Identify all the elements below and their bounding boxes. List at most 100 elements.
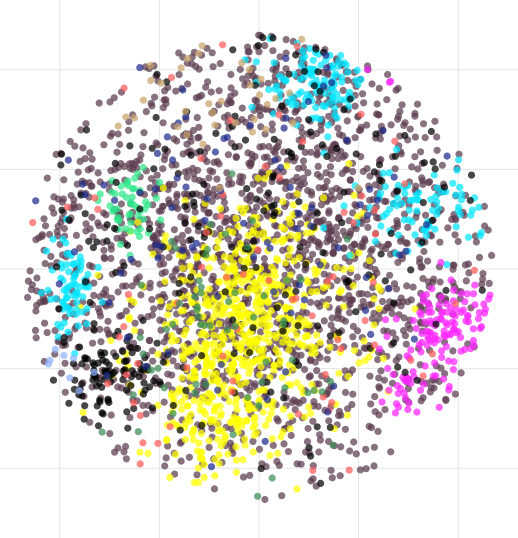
scatter-point <box>361 357 369 365</box>
scatter-point <box>209 63 217 71</box>
scatter-point <box>205 443 213 451</box>
scatter-point <box>464 312 472 320</box>
scatter-point <box>252 195 260 203</box>
scatter-point <box>452 223 460 231</box>
scatter-point <box>362 445 370 453</box>
scatter-point <box>98 383 106 391</box>
scatter-point <box>238 116 246 124</box>
scatter-point <box>313 170 321 178</box>
scatter-point <box>361 237 369 245</box>
scatter-point <box>249 448 257 456</box>
scatter-point <box>243 417 251 425</box>
scatter-point <box>88 155 96 163</box>
scatter-point <box>337 344 345 353</box>
scatter-point <box>222 273 231 281</box>
scatter-point <box>275 111 283 119</box>
scatter-point <box>182 183 190 191</box>
scatter-point <box>153 149 161 157</box>
scatter-point <box>307 409 315 417</box>
scatter-point <box>449 179 457 187</box>
scatter-point <box>326 423 334 431</box>
scatter-point <box>451 319 459 328</box>
scatter-point <box>393 187 401 195</box>
scatter-point <box>191 175 199 183</box>
scatter-point <box>70 248 79 256</box>
scatter-point <box>54 222 62 230</box>
scatter-point <box>461 261 469 269</box>
scatter-point <box>32 197 40 205</box>
scatter-point <box>365 257 374 265</box>
scatter-point <box>276 72 284 80</box>
scatter-point <box>271 208 279 216</box>
scatter-point <box>60 333 68 342</box>
scatter-point <box>436 238 444 246</box>
scatter-point <box>237 346 245 354</box>
scatter-point <box>120 323 128 331</box>
scatter-point <box>150 165 158 173</box>
scatter-point <box>131 327 139 335</box>
scatter-point <box>341 425 349 433</box>
scatter-point <box>182 386 190 394</box>
scatter-point <box>114 383 122 391</box>
scatter-point <box>435 403 443 411</box>
scatter-point <box>362 273 370 281</box>
scatter-point <box>258 378 266 386</box>
scatter-point <box>195 49 203 58</box>
scatter-point <box>281 259 290 267</box>
scatter-point <box>111 159 119 167</box>
scatter-point <box>257 298 265 306</box>
scatter-point <box>213 192 221 200</box>
scatter-point <box>457 333 465 341</box>
scatter-point <box>117 200 125 208</box>
scatter-point <box>410 335 418 343</box>
scatter-point <box>225 297 233 306</box>
scatter-point <box>406 196 414 205</box>
scatter-point <box>134 428 142 436</box>
scatter-point <box>251 286 259 294</box>
scatter-point <box>79 408 87 417</box>
scatter-point <box>239 456 247 464</box>
scatter-point <box>393 194 402 202</box>
scatter-point <box>340 303 348 311</box>
scatter-point <box>330 72 338 80</box>
scatter-point <box>288 399 296 407</box>
scatter-point <box>353 66 361 74</box>
scatter-point <box>418 338 426 347</box>
scatter-point <box>352 308 360 316</box>
scatter-point <box>278 102 286 110</box>
scatter-point <box>381 406 389 414</box>
scatter-point <box>297 351 305 359</box>
scatter-point <box>260 292 268 300</box>
scatter-point <box>350 438 358 446</box>
scatter-point <box>159 165 167 173</box>
scatter-point <box>69 360 78 368</box>
scatter-point <box>302 229 310 237</box>
scatter-point <box>362 465 370 473</box>
scatter-point <box>173 174 181 182</box>
scatter-point <box>187 273 195 281</box>
scatter-point <box>389 329 397 337</box>
scatter-point <box>80 415 88 423</box>
scatter-point <box>353 212 362 220</box>
scatter-point <box>269 47 277 55</box>
scatter-point <box>193 303 201 311</box>
scatter-point <box>307 222 315 230</box>
scatter-point <box>381 316 390 324</box>
scatter-point <box>229 46 237 54</box>
scatter-point <box>425 179 433 187</box>
scatter-point <box>394 115 402 123</box>
scatter-point <box>181 107 189 115</box>
scatter-point <box>210 313 218 321</box>
scatter-point <box>301 266 309 274</box>
scatter-point <box>49 376 58 384</box>
scatter-point <box>103 371 111 379</box>
scatter-point <box>334 155 342 163</box>
scatter-point <box>386 271 394 279</box>
scatter-point <box>279 338 287 346</box>
scatter-point <box>175 49 183 57</box>
scatter-point <box>78 308 86 316</box>
scatter-point <box>308 72 316 80</box>
scatter-point <box>411 231 419 239</box>
scatter-point <box>294 90 303 98</box>
scatter-point <box>273 457 281 465</box>
